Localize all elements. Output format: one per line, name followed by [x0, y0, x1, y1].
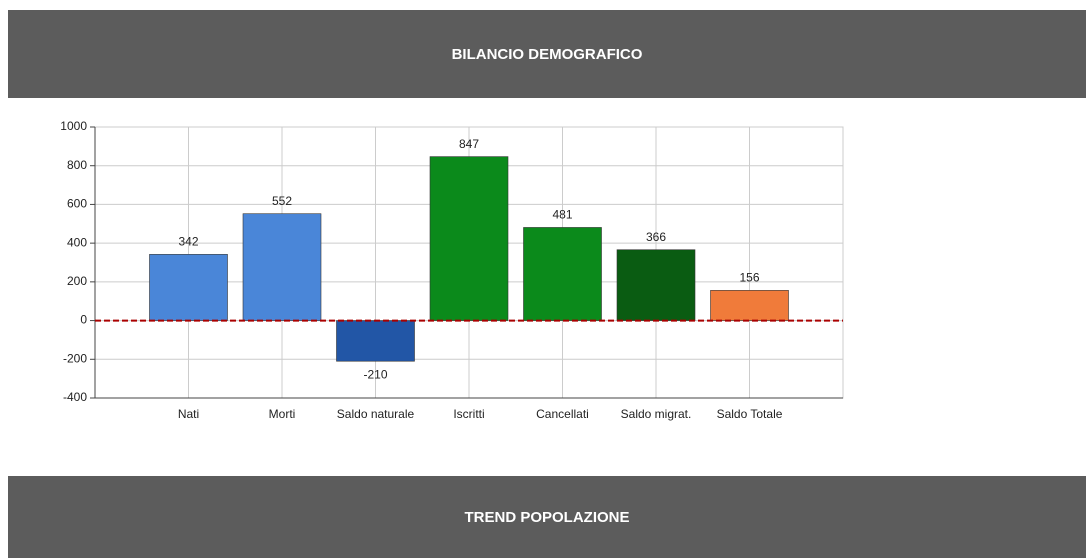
section-bar: TREND POPOLAZIONE: [8, 476, 1086, 558]
y-tick-label: -200: [63, 351, 87, 365]
x-tick-label: Saldo Totale: [716, 407, 783, 421]
x-tick-label: Saldo naturale: [336, 407, 415, 421]
bar: [710, 290, 789, 321]
bar: [429, 156, 509, 321]
x-tick-label: Iscritti: [453, 407, 485, 421]
y-tick-label: 600: [67, 197, 87, 211]
y-tick-label: 1000: [60, 119, 87, 133]
header-title: BILANCIO DEMOGRAFICO: [451, 45, 643, 63]
header-bar: BILANCIO DEMOGRAFICO: [8, 10, 1086, 98]
value-label: 847: [459, 137, 479, 151]
y-tick-label: 0: [80, 313, 87, 327]
bar: [523, 227, 602, 321]
value-label: 342: [178, 235, 198, 249]
value-label: 366: [646, 230, 666, 244]
value-label: 156: [739, 271, 759, 285]
value-label: 481: [552, 208, 572, 222]
y-tick-label: 800: [67, 158, 87, 172]
bar: [242, 213, 322, 321]
y-tick-label: 200: [67, 274, 87, 288]
value-label: -210: [363, 367, 387, 381]
x-tick-label: Cancellati: [536, 407, 589, 421]
y-tick-label: 400: [67, 235, 87, 249]
x-tick-label: Saldo migrat.: [620, 407, 692, 421]
x-tick-label: Nati: [177, 407, 200, 421]
value-label: 552: [272, 194, 292, 208]
x-tick-label: Morti: [268, 407, 296, 421]
bar: [149, 254, 228, 321]
bar: [336, 320, 415, 362]
section-title: TREND POPOLAZIONE: [464, 508, 630, 526]
chart: -400 -200 0 200 400 600 800 1000 342 552 -210 847 48…: [60, 119, 844, 404]
y-tick-label: -400: [63, 390, 87, 404]
bar: [616, 249, 696, 321]
